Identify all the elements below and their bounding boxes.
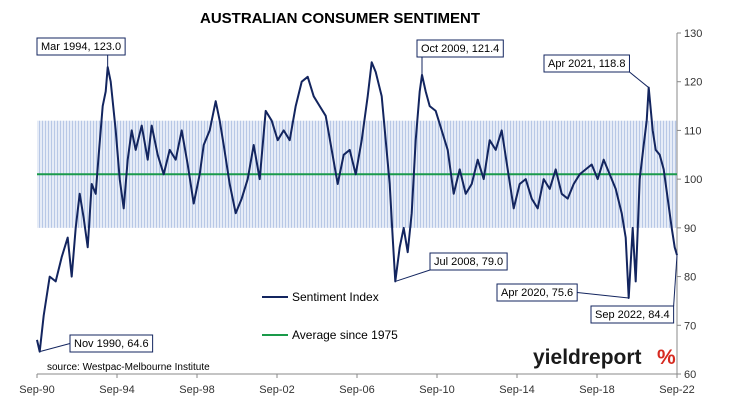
annotation-box: [36, 37, 126, 56]
annotation-box: [543, 54, 630, 73]
x-tick-label: Sep-02: [259, 384, 294, 396]
annotation-label: Sep 2022, 84.4: [595, 309, 670, 321]
x-tick-label: Sep-94: [99, 384, 134, 396]
annotation-callout: Apr 2020, 75.6: [496, 283, 629, 302]
source-note: source: Westpac-Melbourne Institute: [47, 362, 210, 373]
brand-word-yield: yield: [533, 346, 581, 369]
annotation-callout: Mar 1994, 123.0: [36, 37, 126, 68]
brand-logo: yieldreport %: [533, 346, 676, 369]
y-axis: 60 70 80 90 100 110 120 130: [677, 28, 702, 381]
annotation-callout: Apr 2021, 118.8: [543, 54, 649, 88]
y-tick-label: 120: [684, 77, 702, 89]
annotation-box: [590, 305, 675, 324]
x-tick-label: Sep-22: [659, 384, 694, 396]
annotation-box: [496, 283, 578, 302]
legend-label-sentiment: Sentiment Index: [292, 290, 379, 304]
annotation-callout: Sep 2022, 84.4: [590, 255, 678, 324]
y-tick-label: 100: [684, 174, 702, 186]
x-tick-label: Sep-10: [419, 384, 454, 396]
x-tick-label: Sep-14: [499, 384, 534, 396]
x-tick-label: Sep-06: [339, 384, 374, 396]
annotation-leader: [673, 255, 678, 307]
annotation-label: Oct 2009, 121.4: [421, 43, 499, 55]
annotation-label: Nov 1990, 64.6: [74, 338, 149, 350]
x-tick-label: Sep-98: [179, 384, 214, 396]
annotation-leader: [629, 71, 649, 88]
annotation-label: Jul 2008, 79.0: [434, 256, 503, 268]
y-tick-label: 80: [684, 272, 696, 284]
y-tick-label: 110: [684, 125, 702, 137]
annotation-box: [416, 39, 504, 58]
x-tick-label: Sep-90: [19, 384, 54, 396]
y-tick-label: 60: [684, 369, 696, 381]
y-tick-label: 90: [684, 223, 696, 235]
annotation-callout: Jul 2008, 79.0: [395, 252, 508, 282]
annotation-box: [69, 334, 154, 353]
annotations: Mar 1994, 123.0 Nov 1990, 64.6 Oct 2009, 1…: [36, 37, 678, 353]
svg-text:yieldreport: yieldreport: [533, 346, 642, 369]
annotation-leader: [395, 269, 431, 282]
legend-label-average: Average since 1975: [292, 328, 398, 342]
y-tick-label: 70: [684, 320, 696, 332]
annotation-leader: [39, 343, 71, 353]
annotation-callout: Nov 1990, 64.6: [39, 334, 154, 353]
x-tick-label: Sep-18: [579, 384, 614, 396]
x-axis: Sep-90 Sep-94 Sep-98 Sep-02 Sep-06 Sep-10 Sep-…: [19, 374, 695, 396]
annotation-callout: Oct 2009, 121.4: [416, 39, 504, 75]
annotation-label: Apr 2020, 75.6: [501, 287, 573, 299]
annotation-leader: [577, 292, 629, 299]
y-tick-label: 130: [684, 28, 702, 40]
annotation-label: Apr 2021, 118.8: [548, 58, 625, 70]
sentiment-index-line: [36, 61, 678, 353]
annotation-label: Mar 1994, 123.0: [41, 41, 121, 53]
brand-word-report: report: [581, 346, 642, 369]
annotation-box: [429, 252, 508, 271]
chart-title: AUSTRALIAN CONSUMER SENTIMENT: [200, 10, 480, 27]
legend: Sentiment Index Average since 1975: [262, 290, 398, 342]
brand-percent-icon: %: [657, 346, 676, 369]
